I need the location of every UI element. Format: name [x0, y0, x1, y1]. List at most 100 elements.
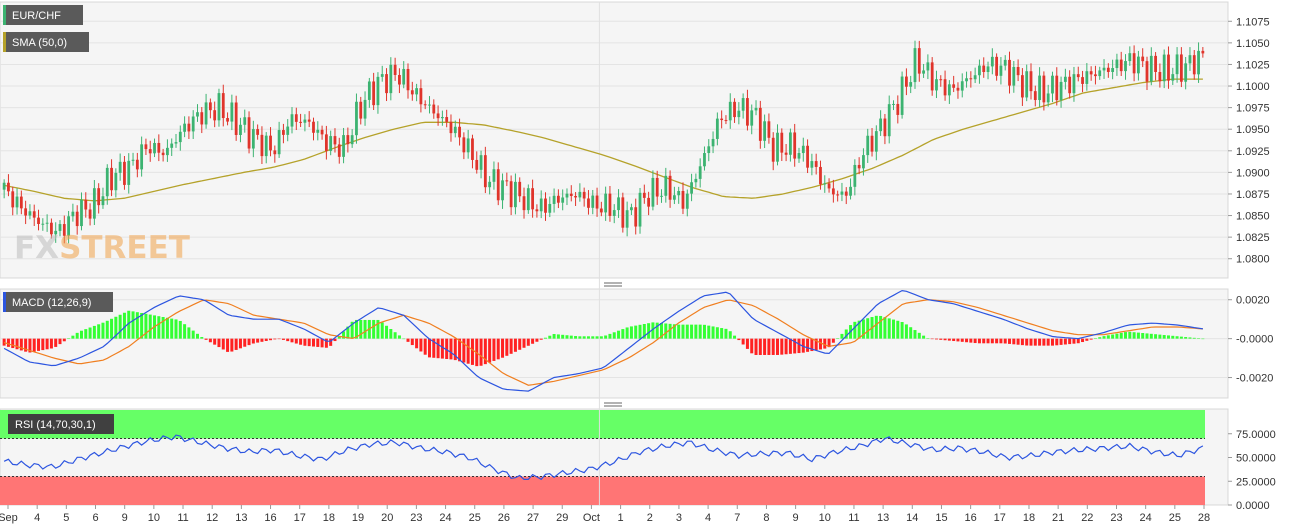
candle-body — [522, 196, 526, 211]
candle-body — [161, 152, 165, 156]
rsi-resize-handle[interactable] — [604, 402, 622, 407]
candle-body — [887, 104, 891, 137]
macd-histogram-bar — [432, 338, 436, 358]
candle-body — [574, 195, 577, 198]
candle-body — [320, 129, 324, 135]
macd-tick-label: -0.0000 — [1236, 334, 1273, 346]
candle-body — [995, 56, 999, 76]
rsi-tag[interactable]: RSI (14,70,30,1) — [8, 414, 114, 434]
symbol-tag[interactable]: EUR/CHF — [3, 5, 83, 25]
candle-body — [359, 101, 363, 119]
macd-histogram-bar — [333, 338, 337, 342]
candle-body — [780, 132, 784, 153]
macd-histogram-bar — [286, 338, 290, 342]
macd-tick-label: 0.0020 — [1236, 295, 1270, 307]
candle-body — [690, 182, 693, 194]
price-tick-label: 1.0800 — [1236, 254, 1270, 266]
x-tick-label: 16 — [264, 512, 276, 524]
macd-histogram-bar — [780, 338, 784, 355]
candle-body — [367, 81, 371, 100]
candle-body — [767, 121, 771, 138]
candle-body — [707, 146, 711, 154]
price-tick-label: 1.0900 — [1236, 167, 1270, 179]
macd-histogram-bar — [311, 338, 315, 347]
macd-resize-handle[interactable] — [604, 282, 622, 287]
candle-body — [208, 102, 212, 111]
macd-histogram-bar — [720, 328, 724, 339]
candle-body — [449, 121, 453, 134]
macd-histogram-bar — [1115, 333, 1119, 339]
macd-histogram-bar — [1003, 338, 1007, 344]
candle-body — [668, 175, 672, 200]
macd-histogram-bar — [861, 319, 865, 339]
macd-histogram-bar — [1145, 333, 1149, 339]
sma-tag[interactable]: SMA (50,0) — [3, 32, 89, 52]
macd-histogram-bar — [354, 319, 358, 339]
candle-body — [329, 136, 333, 151]
macd-histogram-bar — [1124, 332, 1128, 339]
macd-histogram-bar — [1016, 338, 1020, 345]
candle-body — [324, 134, 328, 151]
x-tick-label: 28 — [1198, 512, 1210, 524]
macd-histogram-bar — [1063, 338, 1067, 345]
macd-histogram-bar — [110, 318, 114, 339]
x-tick-label: 10 — [819, 512, 831, 524]
candle-body — [2, 182, 6, 190]
candle-body — [256, 129, 260, 135]
macd-histogram-bar — [449, 338, 453, 360]
rsi-overbought-zone — [0, 410, 1205, 439]
x-tick-label: 12 — [206, 512, 218, 524]
macd-histogram-bar — [131, 311, 135, 339]
macd-histogram-bar — [329, 338, 333, 346]
candle-body — [608, 193, 612, 216]
rsi-line — [3, 434, 1204, 481]
candle-body — [337, 144, 341, 157]
candle-body — [140, 144, 144, 170]
macd-histogram-bar — [58, 338, 62, 345]
macd-tag[interactable]: MACD (12,26,9) — [3, 292, 113, 312]
macd-histogram-bar — [1089, 338, 1093, 340]
macd-histogram-bar — [513, 338, 517, 352]
macd-histogram-bar — [307, 338, 311, 347]
macd-histogram-bar — [960, 338, 964, 342]
macd-histogram-bar — [1119, 332, 1123, 339]
candle-body — [849, 186, 852, 196]
macd-histogram-bar — [909, 327, 913, 339]
x-tick-label: 27 — [527, 512, 539, 524]
candle-body — [1158, 71, 1162, 82]
rsi-tick-label: 0.0000 — [1236, 500, 1270, 512]
macd-histogram-bar — [127, 310, 131, 339]
macd-histogram-bar — [647, 323, 651, 339]
candle-body — [737, 110, 741, 118]
candle-body — [935, 79, 938, 91]
macd-histogram-bar — [264, 338, 268, 341]
candle-body — [883, 118, 887, 137]
candle-body — [127, 160, 131, 185]
candle-body — [458, 126, 461, 138]
macd-histogram-bar — [793, 338, 797, 354]
candle-body — [196, 112, 199, 117]
candle-body — [763, 121, 767, 141]
macd-histogram-bar — [269, 338, 273, 341]
macd-histogram-bar — [685, 324, 689, 339]
candle-body — [539, 198, 543, 212]
rsi-tick-label: 75.0000 — [1236, 429, 1276, 441]
candle-body — [1197, 50, 1200, 75]
x-tick-label: 23 — [1110, 512, 1122, 524]
candle-body — [423, 104, 427, 106]
macd-histogram-bar — [874, 315, 878, 339]
candle-body — [342, 135, 345, 157]
candle-body — [1124, 61, 1127, 72]
macd-histogram-bar — [1050, 338, 1054, 346]
candle-body — [771, 137, 775, 162]
candle-body — [58, 224, 62, 231]
macd-histogram-bar — [466, 338, 470, 364]
macd-histogram-bar — [556, 334, 560, 339]
macd-histogram-bar — [281, 338, 285, 340]
x-tick-label: 1 — [618, 512, 624, 524]
macd-histogram-bar — [900, 321, 904, 339]
candle-body — [286, 126, 290, 135]
candle-body — [578, 191, 582, 198]
price-tick-label: 1.1050 — [1236, 38, 1270, 50]
macd-histogram-bar — [230, 338, 234, 352]
